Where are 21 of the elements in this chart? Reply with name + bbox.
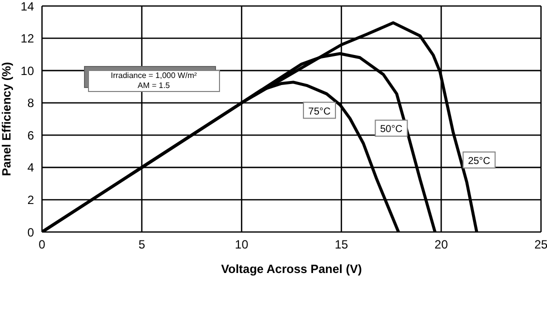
annotation: 75°C: [308, 106, 331, 118]
y-tick-label: 10: [20, 64, 34, 78]
y-tick-label: 8: [27, 96, 34, 110]
y-tick-label: 0: [27, 225, 34, 240]
x-tick-label: 20: [434, 238, 448, 252]
y-tick-label: 4: [27, 160, 34, 175]
x-axis-title: Voltage Across Panel (V): [221, 262, 362, 276]
x-tick-label: 25: [534, 238, 547, 252]
annotation: Irradiance = 1,000 W/m²: [110, 71, 198, 82]
y-tick-label: 2: [27, 192, 34, 207]
x-tick-label: 5: [138, 238, 146, 252]
y-tick-label: 12: [20, 32, 34, 46]
y-axis-title: Panel Efficiency (%): [0, 62, 14, 176]
annotation: 50°C: [380, 124, 402, 136]
x-tick-label: 15: [334, 238, 348, 252]
annotation: AM = 1.5: [136, 81, 171, 92]
x-tick-label: 0: [38, 238, 46, 252]
x-tick-label: 10: [234, 238, 249, 252]
y-tick-label: 6: [27, 128, 34, 142]
annotation: 25°C: [468, 156, 490, 168]
y-tick-label: 14: [20, 0, 34, 14]
